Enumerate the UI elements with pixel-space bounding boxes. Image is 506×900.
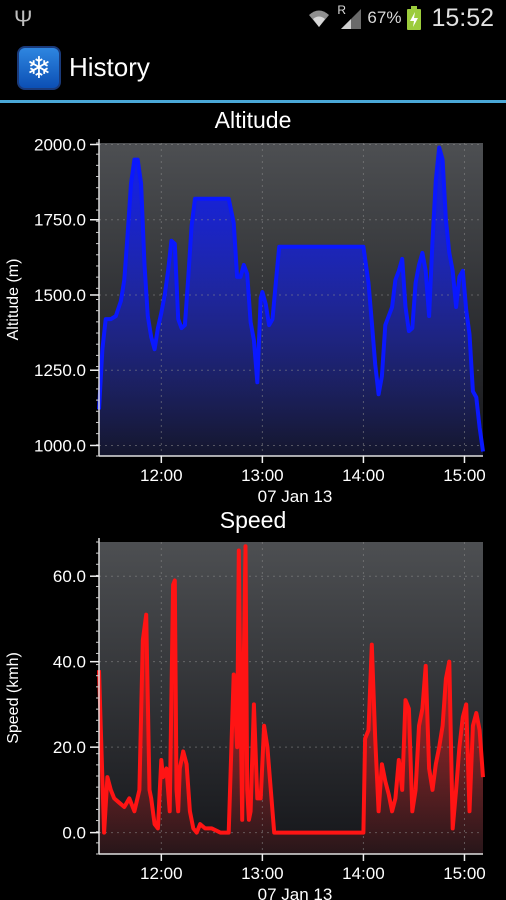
page-title: History	[69, 52, 150, 82]
speed-x-tick-label: 12:00	[140, 864, 183, 883]
status-bar: Ψ R 67% 15:52	[0, 0, 506, 36]
speed-x-tick-label: 15:00	[443, 864, 486, 883]
status-icons: R 67% 15:52	[307, 0, 494, 36]
altitude-x-tick-label: 13:00	[241, 466, 284, 485]
altitude-x-tick-label: 15:00	[443, 466, 486, 485]
altitude-x-axis-label: 07 Jan 13	[258, 487, 333, 506]
signal-icon: R	[337, 3, 362, 31]
speed-x-axis-label: 07 Jan 13	[258, 885, 333, 900]
altitude-y-tick-label: 1750.0	[34, 211, 86, 230]
altitude-x-tick-label: 12:00	[140, 466, 183, 485]
speed-series-line	[97, 544, 485, 835]
altitude-x-tick-label: 14:00	[342, 466, 385, 485]
battery-charging-icon	[407, 6, 422, 30]
snowflake-icon[interactable]: ❄	[17, 46, 61, 90]
status-clock: 15:52	[431, 3, 494, 32]
speed-plot-area	[99, 542, 483, 854]
altitude-plot-area	[99, 143, 483, 456]
speed-x-tick-label: 13:00	[241, 864, 284, 883]
speed-area-fill	[99, 546, 483, 854]
altitude-y-tick-label: 1000.0	[34, 436, 86, 455]
battery-percent: 67%	[367, 8, 402, 27]
speed-y-tick-label: 20.0	[53, 738, 86, 757]
speed-y-axis-label: Speed (kmh)	[5, 652, 22, 744]
altitude-area-fill	[99, 147, 483, 456]
altitude-y-tick-label: 1250.0	[34, 361, 86, 380]
speed-y-tick-label: 60.0	[53, 567, 86, 586]
speed-y-tick-label: 0.0	[62, 824, 86, 843]
wifi-icon	[309, 10, 330, 27]
speed-y-tick-label: 40.0	[53, 653, 86, 672]
altitude-y-tick-label: 2000.0	[34, 136, 86, 155]
altitude-y-tick-label: 1500.0	[34, 286, 86, 305]
altitude-y-axis-label: Altitude (m)	[5, 259, 22, 341]
action-bar: ❄ History	[0, 36, 506, 103]
usb-icon: Ψ	[14, 6, 33, 31]
speed-chart-title: Speed	[219, 507, 287, 533]
speed-x-tick-label: 14:00	[342, 864, 385, 883]
altitude-chart-title: Altitude	[214, 107, 292, 133]
roaming-indicator: R	[337, 3, 347, 17]
altitude-series-line	[97, 145, 485, 452]
